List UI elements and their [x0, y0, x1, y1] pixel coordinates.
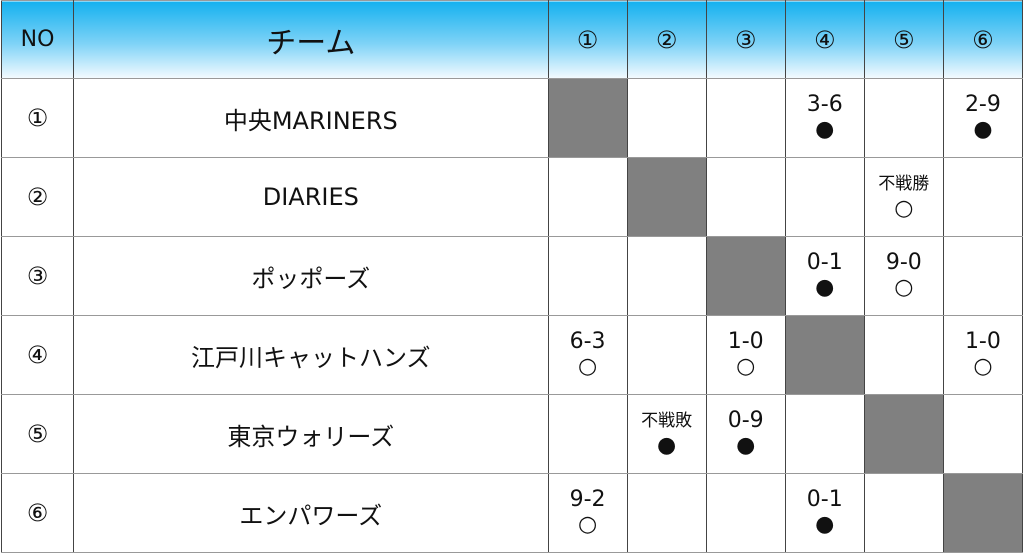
empty-cell: [863, 78, 944, 158]
self-match-cell: [863, 394, 944, 474]
team-name: 東京ウォリーズ: [73, 394, 549, 474]
header-opponent: ④: [784, 0, 865, 79]
empty-cell: [547, 394, 628, 474]
win-mark-icon: ○: [973, 354, 993, 379]
table-row: ⑥ エンパワーズ 9-2 ○ 0-1 ●: [0, 473, 1024, 553]
score: 2-9: [964, 92, 1001, 117]
self-match-cell: [547, 78, 628, 158]
score: 不戦敗: [641, 411, 693, 431]
empty-cell: [784, 394, 865, 474]
table-row: ③ ポッポーズ 0-1 ● 9-0 ○: [0, 236, 1024, 316]
empty-cell: [547, 157, 628, 237]
table-row: ② DIARIES 不戦勝 ○: [0, 157, 1024, 237]
empty-cell: [705, 157, 786, 237]
score: 9-2: [569, 487, 606, 512]
score: 9-0: [885, 250, 922, 275]
win-mark-icon: ○: [577, 354, 598, 379]
empty-cell: [626, 315, 707, 395]
win-mark-icon: ○: [894, 196, 914, 221]
header-team: チーム: [73, 0, 549, 79]
empty-cell: [626, 236, 707, 316]
score: 不戦勝: [878, 174, 930, 194]
self-match-cell: [942, 473, 1024, 553]
header-opponent: ⑤: [863, 0, 944, 79]
row-no: ③: [0, 236, 75, 316]
result-cell: 不戦敗 ●: [626, 394, 707, 474]
result-cell: 1-0 ○: [942, 315, 1024, 395]
result-cell: 0-1 ●: [784, 473, 865, 553]
loss-mark-icon: ●: [815, 117, 835, 142]
row-no: ④: [0, 315, 75, 395]
empty-cell: [547, 236, 628, 316]
self-match-cell: [784, 315, 865, 395]
empty-cell: [863, 473, 944, 553]
loss-mark-icon: ●: [736, 433, 756, 458]
win-mark-icon: ○: [577, 512, 598, 537]
loss-mark-icon: ●: [815, 512, 835, 537]
row-no: ⑤: [0, 394, 75, 474]
score: 1-0: [964, 329, 1001, 354]
table-row: ⑤ 東京ウォリーズ 不戦敗 ● 0-9 ●: [0, 394, 1024, 474]
score: 0-1: [806, 250, 843, 275]
table-row: ① 中央MARINERS 3-6 ● 2-9 ●: [0, 78, 1024, 158]
score: 1-0: [727, 329, 764, 354]
win-mark-icon: ○: [894, 275, 914, 300]
empty-cell: [784, 157, 865, 237]
empty-cell: [626, 78, 707, 158]
result-cell: 0-1 ●: [784, 236, 865, 316]
result-cell: 1-0 ○: [705, 315, 786, 395]
score: 0-1: [806, 487, 843, 512]
loss-mark-icon: ●: [657, 433, 677, 458]
result-cell: 6-3 ○: [547, 315, 628, 395]
row-no: ⑥: [0, 473, 75, 553]
empty-cell: [863, 315, 944, 395]
row-no: ①: [0, 78, 75, 158]
team-name: 中央MARINERS: [73, 78, 549, 158]
header-opponent: ⑥: [942, 0, 1024, 79]
header-opponent: ②: [626, 0, 707, 79]
score: 3-6: [806, 92, 843, 117]
empty-cell: [705, 78, 786, 158]
result-cell: 3-6 ●: [784, 78, 865, 158]
self-match-cell: [626, 157, 707, 237]
loss-mark-icon: ●: [973, 117, 993, 142]
result-cell: 9-0 ○: [863, 236, 944, 316]
header-opponent: ③: [705, 0, 786, 79]
empty-cell: [942, 157, 1024, 237]
result-cell: 0-9 ●: [705, 394, 786, 474]
team-name: DIARIES: [73, 157, 549, 237]
header-opponent: ①: [547, 0, 628, 79]
self-match-cell: [705, 236, 786, 316]
empty-cell: [626, 473, 707, 553]
empty-cell: [705, 473, 786, 553]
result-cell: 2-9 ●: [942, 78, 1024, 158]
row-no: ②: [0, 157, 75, 237]
result-cell: 不戦勝 ○: [863, 157, 944, 237]
score: 0-9: [727, 408, 764, 433]
loss-mark-icon: ●: [815, 275, 835, 300]
result-cell: 9-2 ○: [547, 473, 628, 553]
team-name: エンパワーズ: [73, 473, 549, 553]
win-mark-icon: ○: [736, 354, 756, 379]
score: 6-3: [569, 329, 606, 354]
empty-cell: [942, 236, 1024, 316]
team-name: ポッポーズ: [73, 236, 549, 316]
table-row: ④ 江戸川キャットハンズ 6-3 ○ 1-0 ○ 1-0 ○: [0, 315, 1024, 395]
empty-cell: [942, 394, 1024, 474]
header-no: NO: [0, 0, 75, 79]
team-name: 江戸川キャットハンズ: [73, 315, 549, 395]
